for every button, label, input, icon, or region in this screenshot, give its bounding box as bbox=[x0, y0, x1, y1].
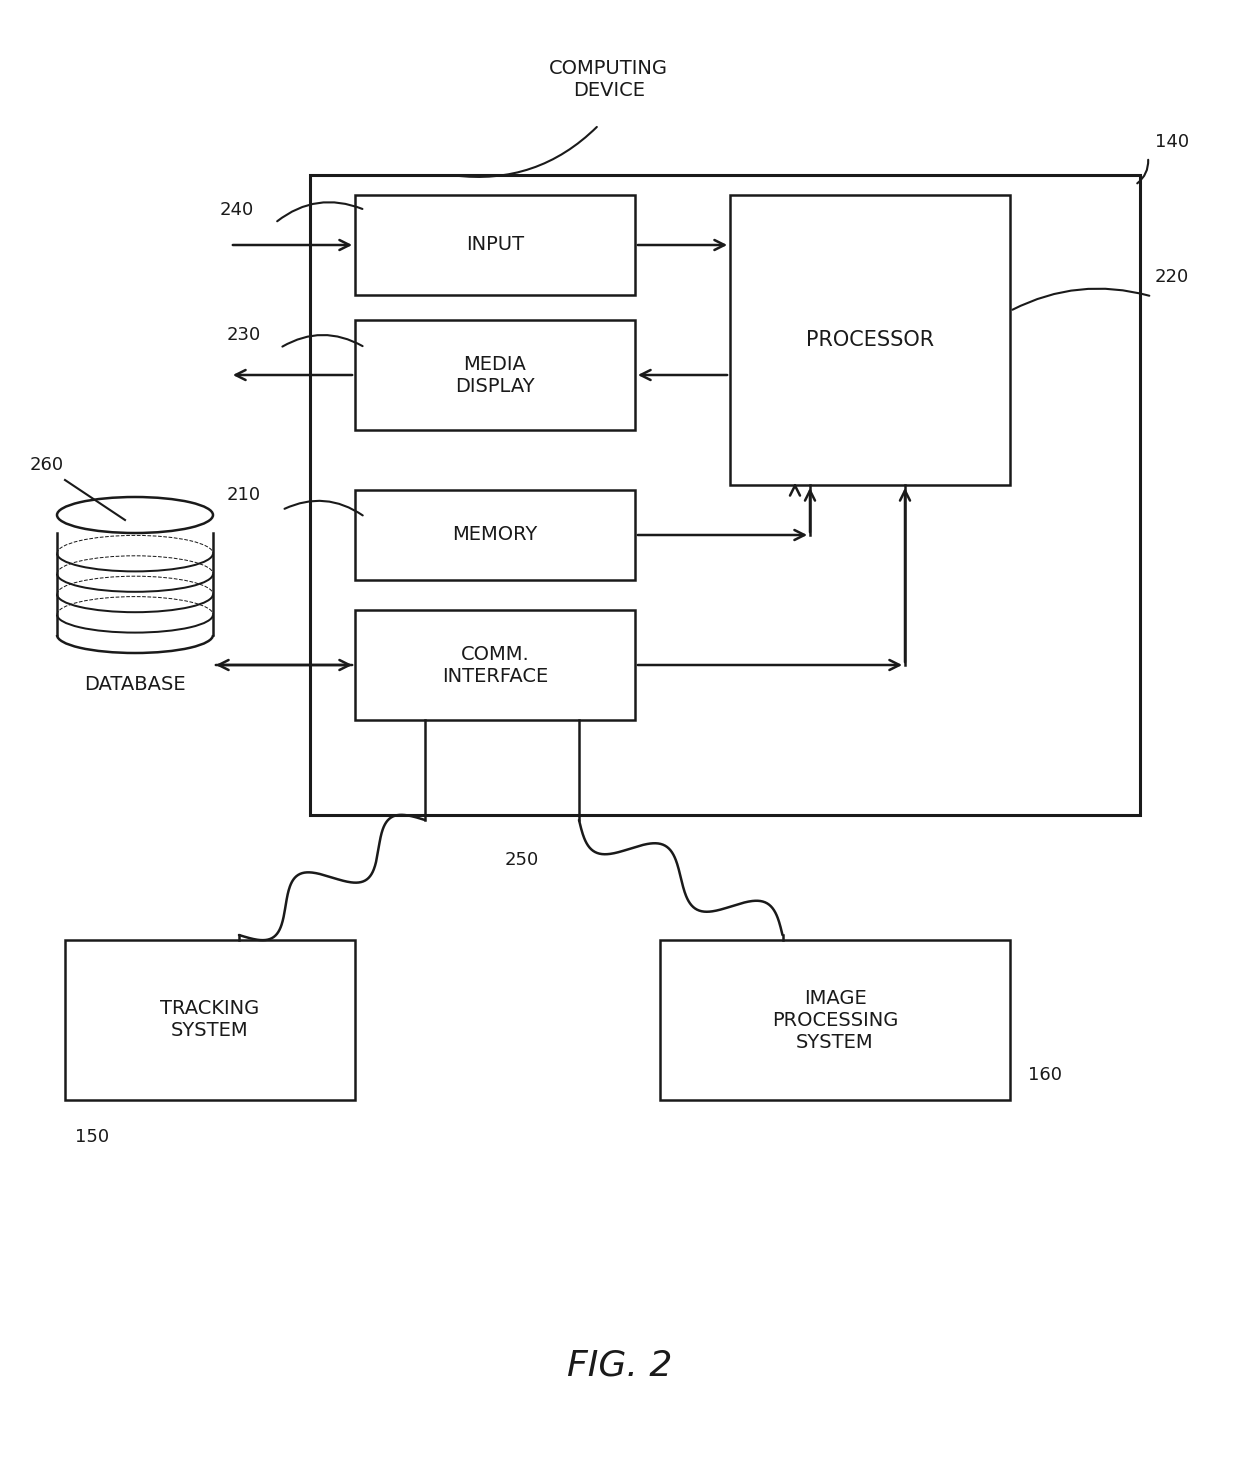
Text: MEMORY: MEMORY bbox=[453, 526, 538, 545]
Text: 160: 160 bbox=[1028, 1066, 1061, 1083]
Bar bbox=[310, 175, 1140, 815]
Text: 230: 230 bbox=[227, 326, 262, 345]
Text: DATABASE: DATABASE bbox=[84, 675, 186, 693]
Text: 140: 140 bbox=[1154, 133, 1189, 150]
Text: 210: 210 bbox=[227, 486, 262, 504]
Bar bbox=[64, 940, 355, 1099]
Text: TRACKING
SYSTEM: TRACKING SYSTEM bbox=[160, 1000, 259, 1041]
Text: FIG. 2: FIG. 2 bbox=[568, 1348, 672, 1383]
Bar bbox=[355, 491, 635, 580]
Text: 260: 260 bbox=[30, 456, 64, 474]
Text: 240: 240 bbox=[219, 201, 254, 219]
Text: MEDIA
DISPLAY: MEDIA DISPLAY bbox=[455, 355, 534, 396]
Bar bbox=[660, 940, 1011, 1099]
Text: IMAGE
PROCESSING
SYSTEM: IMAGE PROCESSING SYSTEM bbox=[771, 988, 898, 1051]
Bar bbox=[730, 196, 1011, 485]
Bar bbox=[355, 196, 635, 295]
Bar bbox=[355, 610, 635, 720]
Text: PROCESSOR: PROCESSOR bbox=[806, 330, 934, 350]
Text: INPUT: INPUT bbox=[466, 235, 525, 254]
Bar bbox=[355, 320, 635, 431]
Text: 220: 220 bbox=[1154, 269, 1189, 286]
Ellipse shape bbox=[57, 496, 213, 533]
Text: 250: 250 bbox=[505, 851, 539, 869]
Text: 150: 150 bbox=[74, 1129, 109, 1146]
Text: COMM.
INTERFACE: COMM. INTERFACE bbox=[441, 644, 548, 686]
Text: COMPUTING
DEVICE: COMPUTING DEVICE bbox=[549, 60, 668, 101]
